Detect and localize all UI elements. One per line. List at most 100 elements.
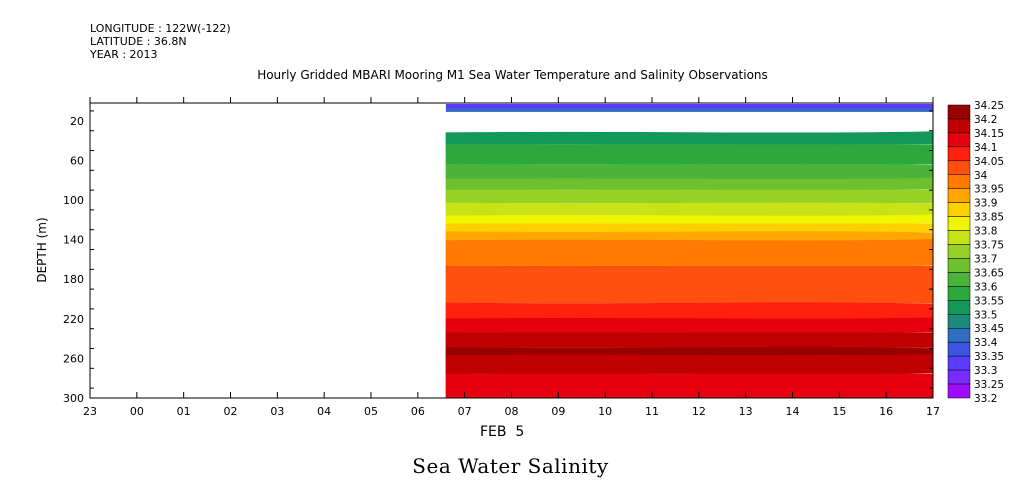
x-tick-label: 16	[879, 405, 893, 418]
colorbar-swatch-11	[947, 258, 971, 273]
x-tick-label: 14	[786, 405, 800, 418]
year-label: YEAR : 2013	[90, 48, 158, 61]
variable-title-wrap: Sea Water Salinity	[0, 454, 1009, 478]
colorbar-label: 33.8	[974, 226, 997, 238]
x-tick-label: 09	[551, 405, 565, 418]
colorbar-swatch-16	[947, 327, 971, 343]
x-tick-label: 11	[645, 405, 659, 418]
colorbar-swatch-2	[947, 132, 971, 148]
colorbar-label: 33.3	[974, 365, 997, 377]
colorbar-swatch-3	[947, 146, 971, 162]
colorbar-label: 33.7	[974, 253, 997, 265]
colorbar-swatch-15	[947, 314, 971, 329]
surface-band-0	[445, 103, 933, 109]
contour-band-15	[445, 354, 934, 375]
colorbar-swatch-9	[947, 230, 971, 245]
y-tick-label: 140	[63, 234, 84, 247]
variable-title: Sea Water Salinity	[412, 454, 609, 478]
colorbar-swatch-0	[947, 104, 971, 120]
x-tick-label: 10	[598, 405, 612, 418]
colorbar-label: 33.4	[974, 337, 998, 349]
chart-title-wrap: Hourly Gridded MBARI Mooring M1 Sea Wate…	[0, 68, 1009, 82]
y-tick-label: 100	[63, 194, 84, 207]
colorbar-label: 33.55	[974, 295, 1004, 307]
colorbar-label: 33.2	[974, 393, 997, 405]
x-tick-label: 02	[224, 405, 238, 418]
colorbar-label: 33.6	[974, 281, 998, 293]
contour-band-9	[445, 239, 934, 267]
x-tick-label: 00	[130, 405, 144, 418]
x-tick-label: 12	[692, 405, 706, 418]
colorbar-label: 33.9	[974, 198, 997, 210]
contour-band-0	[445, 131, 934, 146]
colorbar-label: 33.35	[974, 351, 1004, 363]
colorbar-swatch-20	[947, 383, 971, 399]
colorbar-label: 33.75	[974, 240, 1004, 252]
colorbar-swatch-4	[947, 160, 971, 176]
longitude-label: LONGITUDE : 122W(-122)	[90, 22, 231, 35]
contour-band-7	[445, 223, 934, 232]
colorbar-label: 34.25	[974, 100, 1004, 112]
colorbar-swatch-19	[947, 369, 971, 385]
colorbar-swatch-17	[947, 341, 971, 357]
x-tick-label: 05	[364, 405, 378, 418]
contour-band-6	[445, 214, 934, 225]
colorbar-label: 34.1	[974, 142, 997, 154]
y-axis-label: DEPTH (m)	[35, 217, 49, 282]
x-tick-label: 17	[926, 405, 940, 418]
colorbar-swatch-8	[947, 216, 971, 231]
y-tick-label: 180	[63, 273, 84, 286]
chart-title: Hourly Gridded MBARI Mooring M1 Sea Wate…	[257, 68, 768, 82]
colorbar-swatch-14	[947, 300, 971, 315]
contour-band-16	[445, 373, 934, 399]
x-tick-label: 13	[739, 405, 753, 418]
contour-band-13	[445, 332, 934, 348]
colorbar-label: 34.15	[974, 128, 1004, 140]
x-tick-label: 04	[317, 405, 331, 418]
y-tick-label: 260	[63, 352, 84, 365]
contour-band-4	[445, 189, 934, 204]
colorbar-label: 33.25	[974, 379, 1004, 391]
contour-fill-layer	[445, 103, 934, 399]
x-tick-label: 07	[458, 405, 472, 418]
y-tick-label: 300	[63, 392, 84, 405]
contour-band-11	[445, 302, 934, 321]
x-tick-label: 15	[832, 405, 846, 418]
y-tick-label: 60	[70, 154, 84, 167]
colorbar-label: 34.05	[974, 156, 1004, 168]
x-tick-label: 06	[411, 405, 425, 418]
colorbar-label: 33.95	[974, 184, 1004, 196]
colorbar-swatch-5	[947, 174, 971, 189]
contour-band-1	[445, 144, 934, 165]
contour-band-3	[445, 177, 934, 191]
latitude-label: LATITUDE : 36.8N	[90, 35, 187, 48]
colorbar-swatch-12	[947, 272, 971, 287]
colorbar: 34.25 34.2 34.15 34.1 34.05 34 33.95 33.9 33.85 3…	[947, 100, 1004, 405]
contour-band-5	[445, 202, 934, 218]
surface-band-1	[445, 108, 933, 112]
y-tick-label: 20	[70, 115, 84, 128]
metadata-block: LONGITUDE : 122W(-122) LATITUDE : 36.8N …	[90, 22, 231, 61]
axis-layer: 23 00 01 02 03 04 05 06 07 08 09 10 11 12 13 14 15 16 17 20…	[63, 97, 940, 418]
colorbar-label: 34	[974, 170, 988, 182]
x-tick-label: 23	[83, 405, 97, 418]
x-axis-date-label: FEB 5	[480, 424, 525, 440]
contour-band-2	[445, 163, 934, 181]
contour-band-12	[445, 317, 934, 334]
colorbar-swatch-1	[947, 118, 971, 134]
colorbar-swatch-10	[947, 244, 971, 259]
colorbar-swatch-13	[947, 286, 971, 301]
colorbar-swatch-7	[947, 202, 971, 217]
colorbar-label: 33.5	[974, 309, 997, 321]
contour-band-10	[445, 266, 934, 304]
x-tick-label: 03	[270, 405, 284, 418]
x-tick-label: 08	[505, 405, 519, 418]
colorbar-label: 33.45	[974, 323, 1004, 335]
colorbar-label: 34.2	[974, 114, 997, 126]
colorbar-swatch-18	[947, 355, 971, 371]
colorbar-label: 33.85	[974, 212, 1004, 224]
colorbar-swatch-6	[947, 188, 971, 203]
colorbar-label: 33.65	[974, 267, 1004, 279]
x-tick-label: 01	[177, 405, 191, 418]
